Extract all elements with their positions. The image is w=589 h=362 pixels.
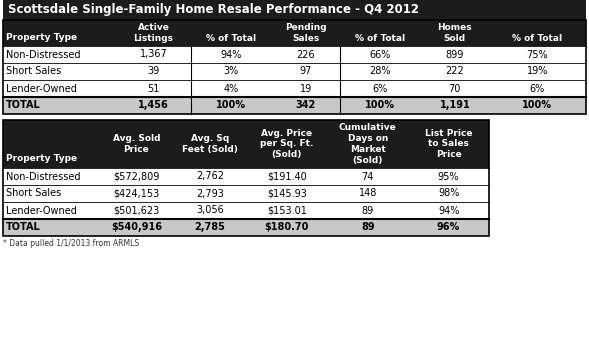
Bar [3,120,489,236]
Text: 6%: 6% [373,84,388,93]
Text: 4%: 4% [224,84,239,93]
Text: 98%: 98% [438,189,459,198]
Text: 6%: 6% [530,84,545,93]
Bar [3,46,586,63]
Text: Sold: Sold [444,34,466,43]
Text: $424,153: $424,153 [113,189,160,198]
Text: $191.40: $191.40 [267,172,307,181]
Text: Cumulative
Days on
Market
(Sold): Cumulative Days on Market (Sold) [339,123,396,165]
Text: Scottsdale Single-Family Home Resale Performance - Q4 2012: Scottsdale Single-Family Home Resale Per… [8,4,419,17]
Text: Avg. Price
per Sq. Ft.
(Sold): Avg. Price per Sq. Ft. (Sold) [260,129,313,159]
Text: 100%: 100% [216,101,246,110]
Bar [3,80,586,97]
Text: 899: 899 [446,50,464,59]
Text: 94%: 94% [438,206,459,215]
Text: 39: 39 [147,67,160,76]
Text: 2,762: 2,762 [196,172,224,181]
Text: * Data pulled 1/1/2013 from ARMLS: * Data pulled 1/1/2013 from ARMLS [3,239,139,248]
Bar [3,0,586,20]
Text: 66%: 66% [370,50,391,59]
Text: $572,809: $572,809 [113,172,160,181]
Text: $153.01: $153.01 [267,206,307,215]
Text: Non-Distressed: Non-Distressed [6,172,81,181]
Text: 148: 148 [359,189,377,198]
Text: 19%: 19% [527,67,548,76]
Text: Listings: Listings [134,34,174,43]
Text: % of Total: % of Total [206,34,256,43]
Bar [3,185,489,202]
Text: TOTAL: TOTAL [6,101,41,110]
Text: $145.93: $145.93 [267,189,307,198]
Text: 3,056: 3,056 [196,206,224,215]
Text: Sales: Sales [292,34,319,43]
Text: Avg. Sq
Feet (Sold): Avg. Sq Feet (Sold) [182,134,238,154]
Text: 3%: 3% [224,67,239,76]
Text: Active: Active [138,23,170,32]
Bar [3,20,586,46]
Text: 94%: 94% [221,50,242,59]
Text: 28%: 28% [369,67,391,76]
Text: 226: 226 [296,50,315,59]
Bar [3,219,489,236]
Bar [3,202,489,219]
Text: 74: 74 [362,172,374,181]
Text: 2,793: 2,793 [196,189,224,198]
Text: Lender-Owned: Lender-Owned [6,206,77,215]
Text: 100%: 100% [522,101,552,110]
Text: 70: 70 [449,84,461,93]
Text: $540,916: $540,916 [111,223,162,232]
Text: % of Total: % of Total [355,34,405,43]
Text: 89: 89 [362,206,374,215]
Text: List Price
to Sales
Price: List Price to Sales Price [425,129,472,159]
Text: 51: 51 [147,84,160,93]
Text: 222: 222 [445,67,464,76]
Text: 2,785: 2,785 [194,223,225,232]
Text: 1,191: 1,191 [439,101,470,110]
Text: $501,623: $501,623 [113,206,160,215]
Text: 95%: 95% [438,172,459,181]
Text: Short Sales: Short Sales [6,189,61,198]
Text: 1,367: 1,367 [140,50,167,59]
Bar [3,63,586,80]
Text: Property Type: Property Type [6,154,77,163]
Bar [3,97,586,114]
Text: $180.70: $180.70 [264,223,309,232]
Text: 100%: 100% [365,101,395,110]
Bar [3,20,586,114]
Text: 89: 89 [361,223,375,232]
Text: Short Sales: Short Sales [6,67,61,76]
Text: Lender-Owned: Lender-Owned [6,84,77,93]
Text: 1,456: 1,456 [138,101,169,110]
Text: Homes: Homes [438,23,472,32]
Text: Pending: Pending [285,23,327,32]
Text: Avg. Sold
Price: Avg. Sold Price [112,134,160,154]
Bar [3,168,489,185]
Bar [3,120,489,168]
Text: TOTAL: TOTAL [6,223,41,232]
Text: Non-Distressed: Non-Distressed [6,50,81,59]
Text: 97: 97 [300,67,312,76]
Text: 342: 342 [296,101,316,110]
Text: 75%: 75% [527,50,548,59]
Text: 96%: 96% [437,223,460,232]
Text: Property Type: Property Type [6,33,77,42]
Text: % of Total: % of Total [512,34,562,43]
Text: 19: 19 [300,84,312,93]
